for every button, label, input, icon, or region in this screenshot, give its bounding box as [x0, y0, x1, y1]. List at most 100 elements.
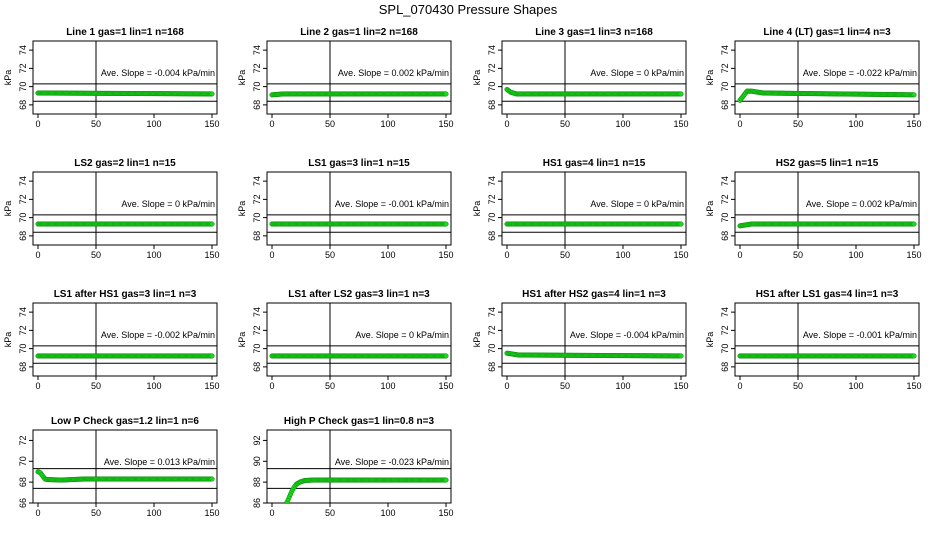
x-tick-label: 100 — [146, 250, 161, 260]
chart-panel: Low P Check gas=1.2 lin=1 n=6 Ave. Slope … — [18, 416, 220, 518]
y-tick-label: 70 — [18, 456, 28, 466]
y-tick-label: 68 — [18, 100, 28, 110]
slope-annotation: Ave. Slope = -0.002 kPa/min — [101, 330, 215, 340]
slope-annotation: Ave. Slope = 0.002 kPa/min — [806, 199, 917, 209]
chart-title: Low P Check gas=1.2 lin=1 n=6 — [51, 416, 199, 427]
slope-annotation: Ave. Slope = -0.001 kPa/min — [803, 330, 917, 340]
x-tick-label: 150 — [438, 381, 453, 391]
data-series — [269, 91, 449, 98]
y-tick-label: 70 — [487, 82, 497, 92]
y-tick-label: 72 — [18, 194, 28, 204]
x-tick-label: 100 — [848, 381, 863, 391]
y-tick-label: 70 — [18, 213, 28, 223]
data-point — [443, 477, 449, 483]
y-tick-label: 74 — [720, 307, 730, 317]
y-tick-label: 72 — [252, 63, 262, 73]
slope-annotation: Ave. Slope = 0.013 kPa/min — [104, 457, 215, 467]
x-tick-label: 0 — [269, 119, 274, 129]
x-tick-label: 0 — [35, 119, 40, 129]
slope-annotation: Ave. Slope = -0.023 kPa/min — [335, 457, 449, 467]
slope-annotation: Ave. Slope = -0.004 kPa/min — [570, 330, 684, 340]
x-tick-label: 100 — [615, 119, 630, 129]
chart-panel: Line 4 (LT) gas=1 lin=4 n=3 Ave. Slope = … — [705, 27, 922, 129]
y-tick-label: 92 — [252, 435, 262, 445]
x-tick-label: 50 — [91, 508, 101, 518]
y-tick-label: 70 — [252, 344, 262, 354]
chart-title: High P Check gas=1 lin=0.8 n=3 — [284, 416, 435, 427]
slope-annotation: Ave. Slope = 0 kPa/min — [590, 68, 684, 78]
x-tick-label: 50 — [793, 250, 803, 260]
x-tick-label: 150 — [673, 381, 688, 391]
data-point — [443, 221, 449, 227]
plot-frame — [266, 171, 452, 246]
data-series — [504, 86, 684, 97]
y-tick-label: 72 — [18, 63, 28, 73]
y-tick-label: 86 — [252, 498, 262, 508]
y-axis-label: kPa — [472, 201, 482, 217]
page-title: SPL_070430 Pressure Shapes — [379, 2, 558, 17]
x-tick-label: 150 — [673, 119, 688, 129]
y-tick-label: 70 — [487, 344, 497, 354]
chart-title: LS1 gas=3 lin=1 n=15 — [308, 158, 410, 169]
x-tick-label: 50 — [793, 119, 803, 129]
x-tick-label: 0 — [269, 250, 274, 260]
y-tick-label: 72 — [18, 435, 28, 445]
y-tick-label: 68 — [720, 362, 730, 372]
data-series — [269, 353, 449, 359]
data-series — [35, 221, 215, 227]
slope-annotation: Ave. Slope = -0.022 kPa/min — [803, 68, 917, 78]
x-tick-label: 100 — [380, 508, 395, 518]
data-point — [678, 91, 684, 97]
y-tick-label: 70 — [720, 82, 730, 92]
x-tick-label: 50 — [91, 119, 101, 129]
chart-panel: HS2 gas=5 lin=1 n=15 Ave. Slope = 0.002 k… — [705, 158, 922, 260]
x-tick-label: 150 — [204, 119, 219, 129]
y-tick-label: 74 — [252, 176, 262, 186]
plot-frame — [266, 40, 452, 115]
y-axis-label: kPa — [237, 201, 247, 217]
y-tick-label: 70 — [252, 82, 262, 92]
x-tick-label: 150 — [906, 119, 921, 129]
slope-annotation: Ave. Slope = 0.002 kPa/min — [338, 68, 449, 78]
x-tick-label: 50 — [325, 508, 335, 518]
y-tick-label: 74 — [18, 45, 28, 55]
y-tick-label: 88 — [252, 477, 262, 487]
x-tick-label: 50 — [560, 250, 570, 260]
data-series — [35, 90, 215, 97]
data-series — [737, 353, 917, 359]
y-axis-label: kPa — [237, 332, 247, 348]
chart-title: LS1 after HS1 gas=3 lin=1 n=3 — [54, 289, 197, 300]
plot-frame — [266, 429, 452, 504]
y-tick-label: 74 — [720, 45, 730, 55]
data-series — [504, 350, 684, 359]
x-tick-label: 50 — [91, 250, 101, 260]
y-tick-label: 72 — [487, 63, 497, 73]
plot-frame — [32, 40, 218, 115]
data-point — [209, 476, 215, 482]
y-tick-label: 68 — [487, 362, 497, 372]
data-point — [443, 353, 449, 359]
y-axis-label: kPa — [705, 70, 715, 86]
x-tick-label: 0 — [35, 508, 40, 518]
chart-panel: High P Check gas=1 lin=0.8 n=3 Ave. Slope… — [252, 416, 454, 518]
y-tick-label: 72 — [487, 325, 497, 335]
data-point — [911, 353, 917, 359]
y-tick-label: 70 — [720, 213, 730, 223]
data-point — [911, 92, 917, 98]
x-tick-label: 100 — [380, 250, 395, 260]
y-tick-label: 70 — [487, 213, 497, 223]
y-tick-label: 74 — [720, 176, 730, 186]
x-tick-label: 0 — [35, 381, 40, 391]
x-tick-label: 0 — [737, 381, 742, 391]
y-tick-label: 68 — [487, 231, 497, 241]
data-series — [35, 469, 215, 483]
chart-title: Line 3 gas=1 lin=3 n=168 — [535, 27, 653, 38]
data-point — [209, 91, 215, 97]
x-tick-label: 50 — [325, 250, 335, 260]
y-tick-label: 68 — [720, 231, 730, 241]
x-tick-label: 100 — [848, 119, 863, 129]
y-tick-label: 68 — [487, 100, 497, 110]
x-tick-label: 150 — [438, 508, 453, 518]
y-axis-label: kPa — [705, 332, 715, 348]
x-tick-label: 50 — [793, 381, 803, 391]
